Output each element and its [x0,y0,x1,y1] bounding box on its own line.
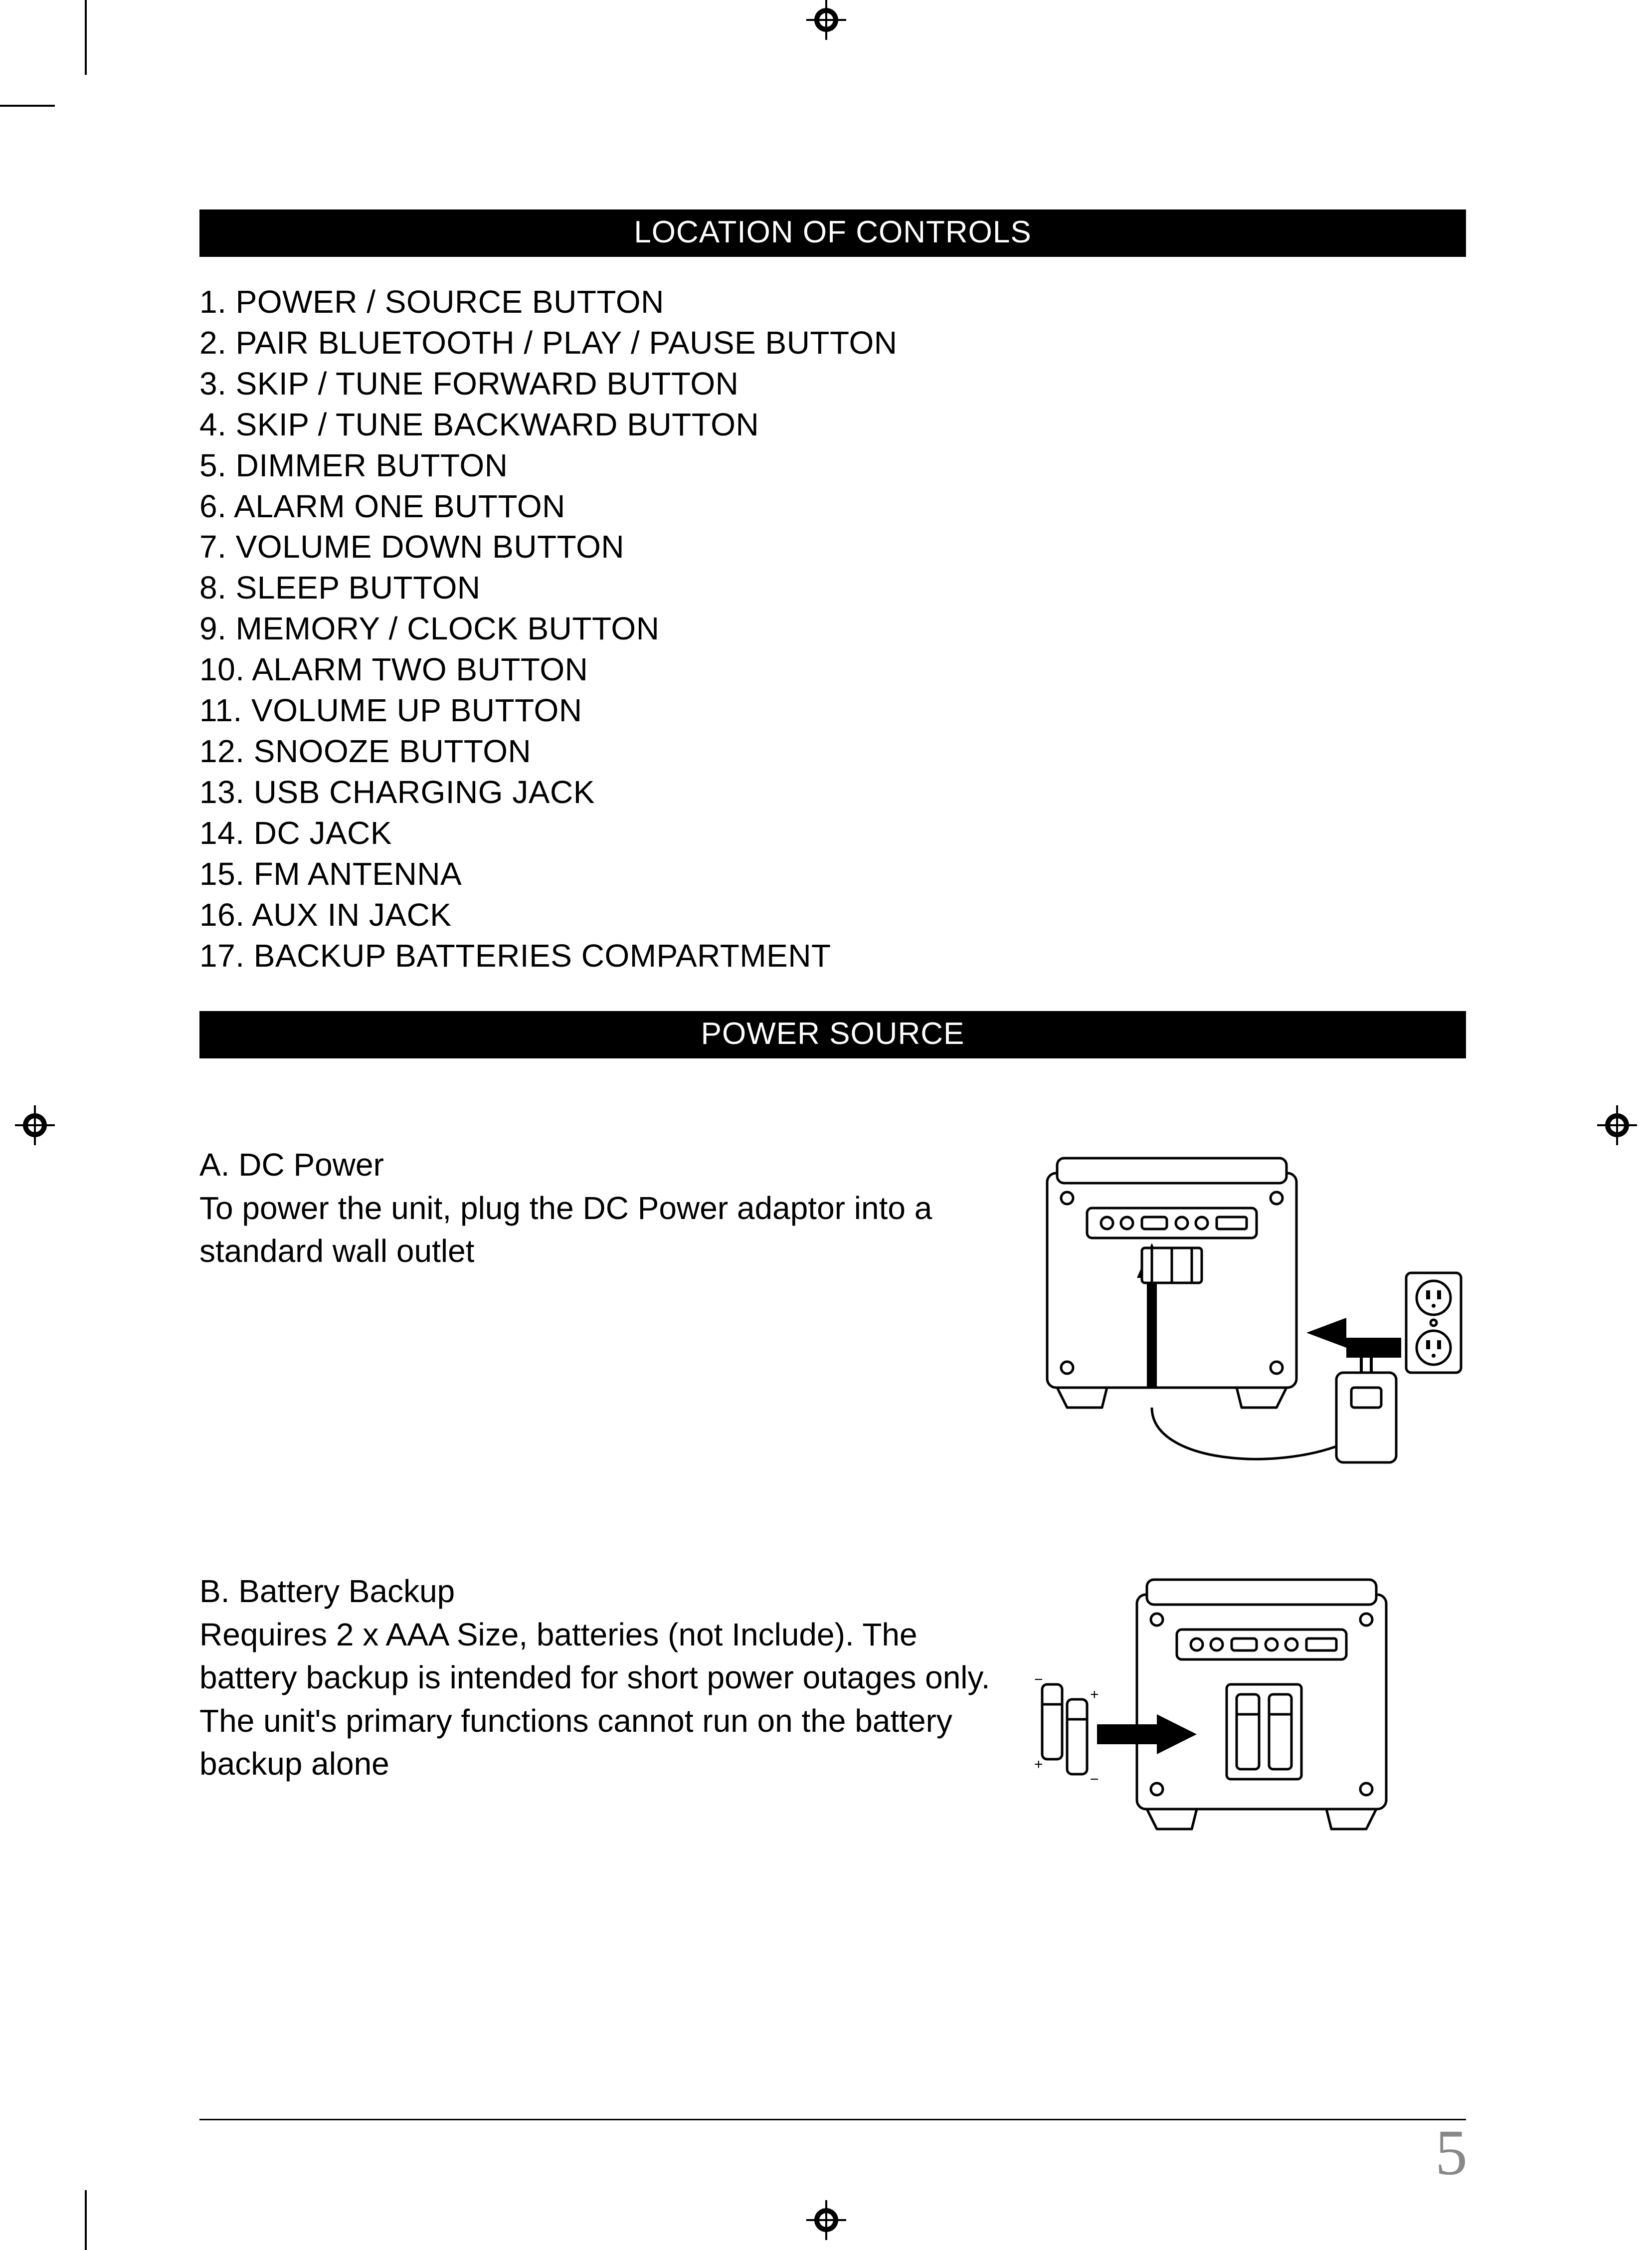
section-header-controls: LOCATION OF CONTROLS [199,209,1466,257]
list-item: 15. FM ANTENNA [199,854,1466,895]
svg-text:+: + [1034,1756,1043,1773]
list-item: 11. VOLUME UP BUTTON [199,690,1466,731]
page-footer-rule [199,2119,1466,2120]
list-item: 10. ALARM TWO BUTTON [199,649,1466,690]
controls-list: 1. POWER / SOURCE BUTTON 2. PAIR BLUETOO… [199,282,1466,976]
list-item: 2. PAIR BLUETOOTH / PLAY / PAUSE BUTTON [199,323,1466,364]
list-item: 3. SKIP / TUNE FORWARD BUTTON [199,364,1466,405]
crop-mark [0,105,55,107]
list-item: 1. POWER / SOURCE BUTTON [199,282,1466,323]
svg-text:−: − [1090,1771,1099,1788]
manual-page: LOCATION OF CONTROLS 1. POWER / SOURCE B… [0,0,1652,2250]
dc-power-illustration [1027,1143,1466,1485]
list-item: 4. SKIP / TUNE BACKWARD BUTTON [199,405,1466,445]
power-text-dc: A. DC Power To power the unit, plug the … [199,1143,997,1272]
registration-mark-icon [1597,1105,1637,1145]
registration-mark-icon [806,0,846,40]
list-item: 12. SNOOZE BUTTON [199,731,1466,772]
crop-mark [85,2190,87,2250]
power-block-dc: A. DC Power To power the unit, plug the … [199,1143,1466,1485]
power-text-battery: B. Battery Backup Requires 2 x AAA Size,… [199,1570,997,1785]
list-item: 9. MEMORY / CLOCK BUTTON [199,609,1466,649]
list-item: 5. DIMMER BUTTON [199,445,1466,486]
list-item: 17. BACKUP BATTERIES COMPARTMENT [199,936,1466,977]
power-a-title: A. DC Power [199,1143,997,1186]
content-area: LOCATION OF CONTROLS 1. POWER / SOURCE B… [199,209,1466,1851]
page-number: 5 [1435,2115,1468,2190]
power-section: A. DC Power To power the unit, plug the … [199,1143,1466,1851]
power-block-battery: B. Battery Backup Requires 2 x AAA Size,… [199,1570,1466,1851]
battery-backup-illustration: − + + − [1027,1570,1466,1851]
list-item: 14. DC JACK [199,813,1466,854]
svg-text:+: + [1090,1686,1099,1703]
registration-mark-icon [806,2200,846,2240]
registration-mark-icon [15,1105,55,1145]
power-a-body: To power the unit, plug the DC Power ada… [199,1187,997,1273]
list-item: 6. ALARM ONE BUTTON [199,486,1466,527]
list-item: 7. VOLUME DOWN BUTTON [199,527,1466,568]
svg-text:−: − [1034,1671,1043,1688]
list-item: 16. AUX IN JACK [199,895,1466,936]
section-header-power: POWER SOURCE [199,1011,1466,1058]
list-item: 13. USB CHARGING JACK [199,772,1466,813]
power-b-body: Requires 2 x AAA Size, batteries (not In… [199,1613,997,1786]
power-b-title: B. Battery Backup [199,1570,997,1613]
list-item: 8. SLEEP BUTTON [199,568,1466,609]
crop-mark [85,0,87,75]
